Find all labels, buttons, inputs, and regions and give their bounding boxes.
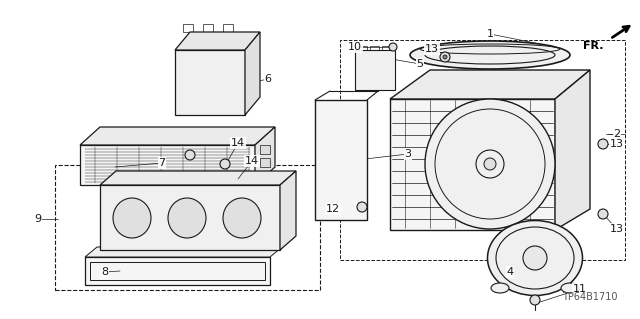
Polygon shape <box>555 70 590 230</box>
Ellipse shape <box>488 220 582 295</box>
Ellipse shape <box>168 198 206 238</box>
Text: 3: 3 <box>404 149 412 159</box>
Polygon shape <box>280 171 296 250</box>
Polygon shape <box>245 32 260 115</box>
Circle shape <box>185 150 195 160</box>
Polygon shape <box>390 99 555 230</box>
Polygon shape <box>175 32 260 50</box>
Text: 8: 8 <box>101 267 109 277</box>
Text: 10: 10 <box>348 42 362 52</box>
Polygon shape <box>355 50 395 90</box>
Circle shape <box>530 295 540 305</box>
Bar <box>100 185 280 250</box>
Polygon shape <box>100 171 296 185</box>
Bar <box>180 58 240 65</box>
Ellipse shape <box>561 283 579 293</box>
Text: 14: 14 <box>245 156 259 166</box>
Bar <box>175 50 245 115</box>
Circle shape <box>440 52 450 62</box>
Bar <box>358 46 367 54</box>
Circle shape <box>389 43 397 51</box>
Text: TP64B1710: TP64B1710 <box>563 292 618 302</box>
Polygon shape <box>85 247 282 257</box>
Text: 9: 9 <box>35 214 42 224</box>
Circle shape <box>220 159 230 169</box>
Text: 12: 12 <box>326 204 340 214</box>
Circle shape <box>523 246 547 270</box>
Circle shape <box>598 139 608 149</box>
Circle shape <box>484 158 496 170</box>
Text: 13: 13 <box>610 224 624 234</box>
Bar <box>320 105 363 215</box>
Polygon shape <box>255 127 275 185</box>
Text: 6: 6 <box>264 74 271 84</box>
Text: FR.: FR. <box>584 41 604 51</box>
Bar <box>260 171 270 180</box>
Bar <box>183 24 193 32</box>
Bar <box>260 158 270 167</box>
Bar <box>180 94 240 101</box>
Bar <box>90 262 265 280</box>
Ellipse shape <box>425 99 555 229</box>
Text: 5: 5 <box>417 59 424 69</box>
Bar <box>370 46 379 54</box>
Bar <box>315 100 367 220</box>
Bar <box>55 165 320 290</box>
Text: 11: 11 <box>573 284 587 294</box>
Bar <box>85 257 270 285</box>
Circle shape <box>443 55 447 59</box>
Bar <box>340 40 625 260</box>
Bar <box>180 103 240 110</box>
Ellipse shape <box>410 41 570 69</box>
Circle shape <box>476 150 504 178</box>
Bar <box>180 67 240 74</box>
Bar <box>180 85 240 92</box>
Bar <box>203 24 213 32</box>
Text: 1: 1 <box>486 29 493 39</box>
Ellipse shape <box>223 198 261 238</box>
Polygon shape <box>80 127 275 145</box>
Circle shape <box>598 209 608 219</box>
Text: 13: 13 <box>610 139 624 149</box>
Bar <box>180 76 240 83</box>
Text: 4: 4 <box>506 267 513 277</box>
Ellipse shape <box>491 283 509 293</box>
Text: 2: 2 <box>613 129 621 139</box>
Bar <box>382 46 391 54</box>
Text: 13: 13 <box>425 44 439 54</box>
Text: 14: 14 <box>231 138 245 148</box>
Bar <box>223 24 233 32</box>
Ellipse shape <box>113 198 151 238</box>
Text: 7: 7 <box>159 158 166 168</box>
Polygon shape <box>390 70 590 99</box>
Circle shape <box>357 202 367 212</box>
Bar <box>260 145 270 154</box>
Bar <box>80 145 255 185</box>
